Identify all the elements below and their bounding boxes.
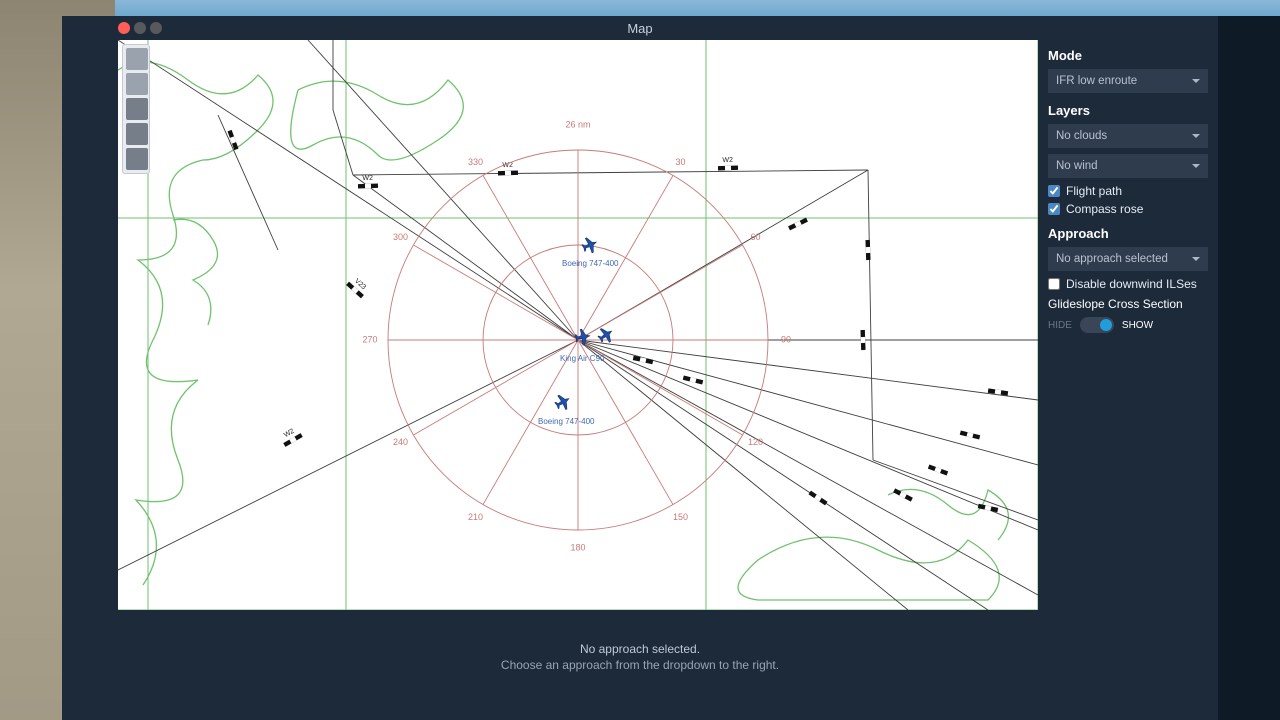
map-toolbox <box>122 44 150 174</box>
svg-text:180: 180 <box>570 542 585 552</box>
svg-text:30: 30 <box>675 157 685 167</box>
map-svg: W2W2W2V23W2 26 nm33030027024021018015012… <box>118 40 1038 610</box>
svg-text:W2: W2 <box>362 175 373 182</box>
airway-markers: W2W2W2V23W2 <box>228 130 1009 512</box>
bottom-message: No approach selected. Choose an approach… <box>62 594 1218 720</box>
compass-label: Compass rose <box>1066 202 1143 216</box>
mode-label: Mode <box>1048 48 1208 63</box>
svg-text:26 nm: 26 nm <box>565 119 590 129</box>
disable-ils-label: Disable downwind ILSes <box>1066 277 1197 291</box>
clouds-dropdown[interactable]: No clouds <box>1048 124 1208 148</box>
compass-checkbox[interactable] <box>1048 203 1060 215</box>
bottom-secondary: Choose an approach from the dropdown to … <box>501 658 779 672</box>
svg-text:W2: W2 <box>502 162 513 169</box>
flightpath-row[interactable]: Flight path <box>1048 184 1208 198</box>
svg-text:210: 210 <box>468 512 483 522</box>
svg-text:Boeing 747-400: Boeing 747-400 <box>538 417 595 426</box>
glideslope-toggle[interactable] <box>1080 317 1114 333</box>
svg-text:Boeing 747-400: Boeing 747-400 <box>562 259 619 268</box>
svg-text:W2: W2 <box>722 157 733 164</box>
disable-ils-checkbox[interactable] <box>1048 278 1060 290</box>
svg-text:300: 300 <box>393 232 408 242</box>
tool-button-5[interactable] <box>126 148 148 170</box>
svg-text:90: 90 <box>781 334 791 344</box>
svg-text:330: 330 <box>468 157 483 167</box>
map-canvas[interactable]: W2W2W2V23W2 26 nm33030027024021018015012… <box>118 40 1038 610</box>
svg-text:60: 60 <box>751 232 761 242</box>
tool-button-1[interactable] <box>126 48 148 70</box>
tool-button-3[interactable] <box>126 98 148 120</box>
flightpath-label: Flight path <box>1066 184 1122 198</box>
compass-row[interactable]: Compass rose <box>1048 202 1208 216</box>
hide-label: HIDE <box>1048 320 1072 331</box>
map-window: Map W2W2W2V23W2 26 nm3303002702402101801… <box>62 16 1218 720</box>
svg-text:120: 120 <box>748 437 763 447</box>
glideslope-toggle-row: HIDE SHOW <box>1048 317 1208 333</box>
svg-text:240: 240 <box>393 437 408 447</box>
mode-dropdown[interactable]: IFR low enroute <box>1048 69 1208 93</box>
window-title: Map <box>62 16 1218 40</box>
sky-background <box>0 0 1280 16</box>
wind-dropdown[interactable]: No wind <box>1048 154 1208 178</box>
disable-ils-row[interactable]: Disable downwind ILSes <box>1048 277 1208 291</box>
side-panel: Mode IFR low enroute Layers No clouds No… <box>1038 40 1218 594</box>
approach-dropdown[interactable]: No approach selected <box>1048 247 1208 271</box>
svg-text:150: 150 <box>673 512 688 522</box>
aircraft-icons: King Air C90 Boeing 747-400 Boeing 747-400 <box>538 235 619 426</box>
bottom-primary: No approach selected. <box>580 642 700 656</box>
svg-text:King Air C90: King Air C90 <box>560 354 605 363</box>
show-label: SHOW <box>1122 320 1153 331</box>
svg-text:270: 270 <box>362 334 377 344</box>
approach-label: Approach <box>1048 226 1208 241</box>
flightpath-checkbox[interactable] <box>1048 185 1060 197</box>
glideslope-label: Glideslope Cross Section <box>1048 297 1208 311</box>
tool-button-4[interactable] <box>126 123 148 145</box>
layers-label: Layers <box>1048 103 1208 118</box>
tool-button-2[interactable] <box>126 73 148 95</box>
